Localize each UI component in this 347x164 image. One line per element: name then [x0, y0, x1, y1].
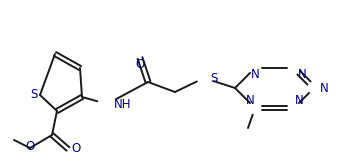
- Text: N: N: [320, 82, 328, 94]
- Text: O: O: [25, 140, 35, 153]
- Text: N: N: [251, 69, 259, 82]
- Text: O: O: [71, 143, 81, 155]
- Text: S: S: [30, 89, 38, 102]
- Text: O: O: [135, 59, 145, 72]
- Text: N: N: [246, 94, 254, 107]
- Text: N: N: [295, 94, 303, 107]
- Text: N: N: [298, 69, 306, 82]
- Text: NH: NH: [114, 98, 132, 111]
- Text: S: S: [210, 72, 217, 84]
